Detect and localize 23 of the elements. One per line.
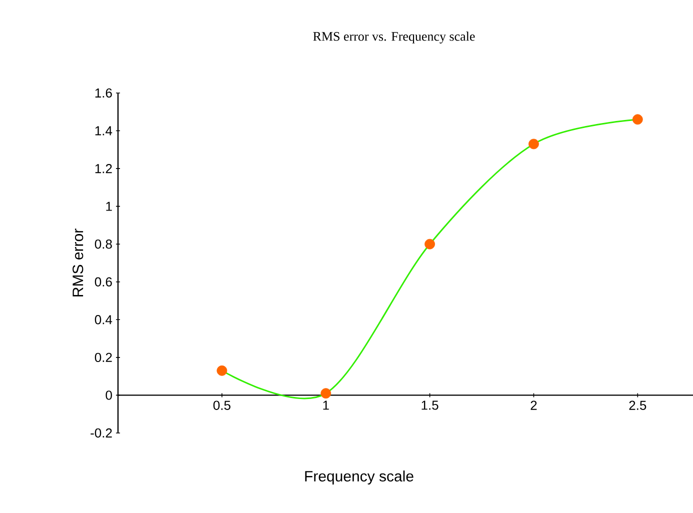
x-tick-label: 2.5	[629, 400, 646, 410]
x-tick-label: 0.5	[213, 400, 230, 410]
y-tick-label: 1.2	[95, 164, 112, 174]
y-tick-label: 1	[106, 202, 112, 211]
y-tick-label: 0.6	[94, 277, 112, 286]
x-axis-title: Frequency scale	[305, 470, 414, 484]
point	[632, 114, 643, 125]
y-tick-label: -0.2	[90, 428, 112, 438]
point	[528, 138, 539, 150]
point	[424, 238, 435, 250]
x-tick-label: 1.5	[422, 400, 438, 410]
x-tick-label: 2	[530, 400, 537, 410]
y-tick-label: 1.4	[95, 126, 112, 136]
y-tick-label: 1.6	[95, 88, 112, 98]
y-tick-label: 0.2	[94, 352, 112, 362]
y-tick-label: 0.4	[94, 315, 112, 324]
chart-title: RMS error vs. Frequency scale	[313, 32, 475, 44]
x-tick-label: 1	[323, 400, 329, 410]
point	[320, 388, 332, 399]
y-tick-label: 0.8	[94, 239, 112, 249]
point	[216, 365, 228, 376]
y-tick-label: 0	[106, 390, 112, 400]
y-axis-title: RMS error	[72, 228, 84, 296]
